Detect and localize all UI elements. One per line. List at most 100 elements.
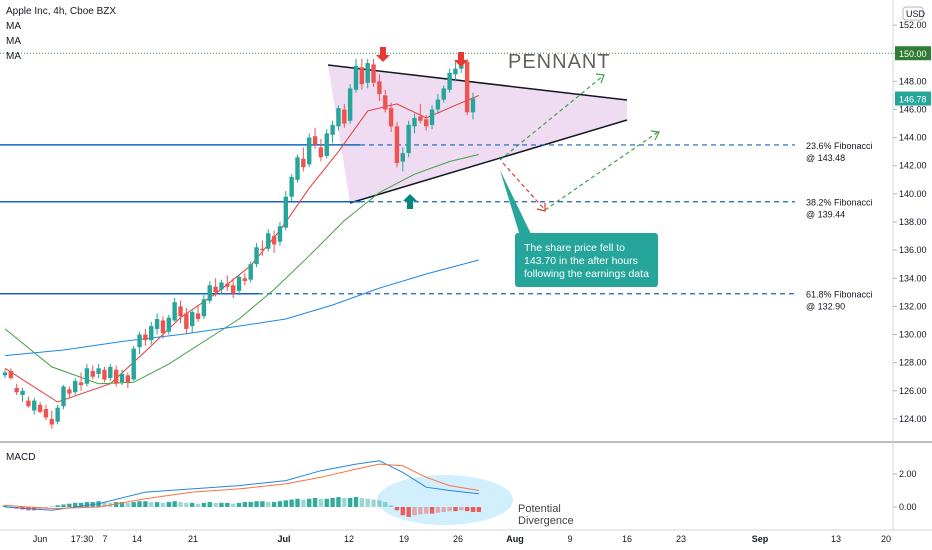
macd-histogram-bar <box>260 501 265 507</box>
x-tick-label: Jul <box>277 534 290 544</box>
macd-histogram-bar <box>377 500 382 507</box>
macd-histogram-bar <box>184 502 189 507</box>
macd-histogram-bar <box>476 507 482 512</box>
macd-histogram-bar <box>84 502 90 507</box>
candle-body <box>90 371 95 377</box>
macd-histogram-bar <box>230 503 236 507</box>
candle-body <box>37 404 43 412</box>
macd-histogram-bar <box>242 502 248 507</box>
x-tick-label: Aug <box>506 534 524 544</box>
macd-histogram-bar <box>359 497 365 507</box>
candle-body <box>8 371 14 379</box>
macd-histogram-bar <box>301 499 306 507</box>
macd-histogram-bar <box>236 502 242 507</box>
ma-indicator-1[interactable]: MA <box>6 21 21 32</box>
macd-histogram-bar <box>277 501 283 507</box>
y-tick-label: 136.00 <box>899 245 927 255</box>
candle-body <box>412 117 417 127</box>
macd-histogram-bar <box>353 497 359 507</box>
macd-histogram-bar <box>424 507 429 514</box>
fib-level-name: 61.8% Fibonacci <box>806 290 873 300</box>
candle-body <box>254 247 259 265</box>
x-tick-label: 26 <box>453 534 463 544</box>
candle-body <box>435 99 441 110</box>
callout-pointer <box>500 170 532 236</box>
candle-body <box>295 157 300 180</box>
callout-text-line: The share price fell to <box>524 242 625 254</box>
candle-body <box>324 133 329 156</box>
macd-histogram-bar <box>102 502 107 507</box>
candle-body <box>78 382 84 386</box>
macd-histogram-bar <box>383 502 388 507</box>
candle-body <box>289 176 294 197</box>
projection-up-1 <box>499 75 604 161</box>
macd-histogram-bar <box>441 507 446 512</box>
candle-body <box>172 302 177 321</box>
chart-legend: Apple Inc, 4h, Cboe BZX MA MA MA <box>6 4 116 64</box>
candle-body <box>318 147 324 158</box>
macd-histogram-bar <box>254 501 259 507</box>
candle-body <box>55 407 60 422</box>
candle-body <box>377 81 382 95</box>
x-tick-label: 19 <box>399 534 409 544</box>
candle-body <box>400 153 405 162</box>
y-tick-label: 146.00 <box>899 104 927 114</box>
candle-body <box>67 389 72 394</box>
last-price-label: 146.78 <box>899 95 927 105</box>
macd-histogram-bar <box>336 497 341 507</box>
candle-body <box>336 108 341 127</box>
currency-label: USD <box>906 9 926 19</box>
macd-histogram-bar <box>213 502 218 507</box>
macd-histogram-bar <box>119 502 125 507</box>
macd-histogram-bar <box>113 502 119 507</box>
macd-histogram-bar <box>195 503 201 507</box>
pennant-label: PENNANT <box>508 51 611 73</box>
divergence-label: Divergence <box>518 515 574 527</box>
macd-histogram-bar <box>459 507 464 511</box>
candle-body <box>195 313 201 320</box>
candle-body <box>26 400 31 407</box>
macd-histogram-bar <box>160 502 166 507</box>
macd-histogram-bar <box>2 505 8 507</box>
candle-body <box>248 264 253 280</box>
fib-level-value: @ 132.90 <box>806 302 845 312</box>
candle-body <box>470 98 476 113</box>
projection-up-2 <box>544 131 659 211</box>
projection-arrowhead <box>595 73 605 84</box>
macd-histogram-bar <box>312 497 318 507</box>
candle-body <box>160 320 166 334</box>
macd-histogram-bar <box>371 499 376 507</box>
ma-indicator-3[interactable]: MA <box>6 51 21 62</box>
resistance-price-badge <box>895 46 931 61</box>
candle-body <box>441 88 446 100</box>
macd-histogram-bar <box>412 507 417 516</box>
candle-body <box>201 299 207 317</box>
ma-indicator-2[interactable]: MA <box>6 36 21 47</box>
projection-arrowhead <box>650 130 660 141</box>
macd-histogram-bar <box>154 502 160 507</box>
macd-histogram-bar <box>201 502 207 507</box>
macd-histogram-bar <box>207 502 212 507</box>
macd-histogram-bar <box>225 502 230 507</box>
macd-histogram-bar <box>271 502 277 507</box>
fib-level-value: @ 139.44 <box>806 210 845 220</box>
candle-body <box>137 334 142 348</box>
macd-line <box>4 460 479 511</box>
last-price-badge <box>895 91 931 106</box>
candle-body <box>125 375 131 383</box>
symbol-title[interactable]: Apple Inc, 4h, Cboe BZX <box>6 6 117 17</box>
macd-histogram-bar <box>248 502 253 507</box>
candle-body <box>271 236 277 245</box>
macd-histogram-bar <box>342 497 347 507</box>
fib-level-name: 38.2% Fibonacci <box>806 198 873 208</box>
candle-body <box>242 278 248 282</box>
x-tick-label: Jun <box>33 534 48 544</box>
macd-histogram-bar <box>453 507 458 512</box>
macd-histogram-bar <box>307 498 312 507</box>
candle-body <box>219 282 224 290</box>
candle-body <box>61 386 66 407</box>
candle-body <box>96 368 101 374</box>
macd-pane-label[interactable]: MACD <box>6 452 36 463</box>
candle-body <box>166 317 171 332</box>
